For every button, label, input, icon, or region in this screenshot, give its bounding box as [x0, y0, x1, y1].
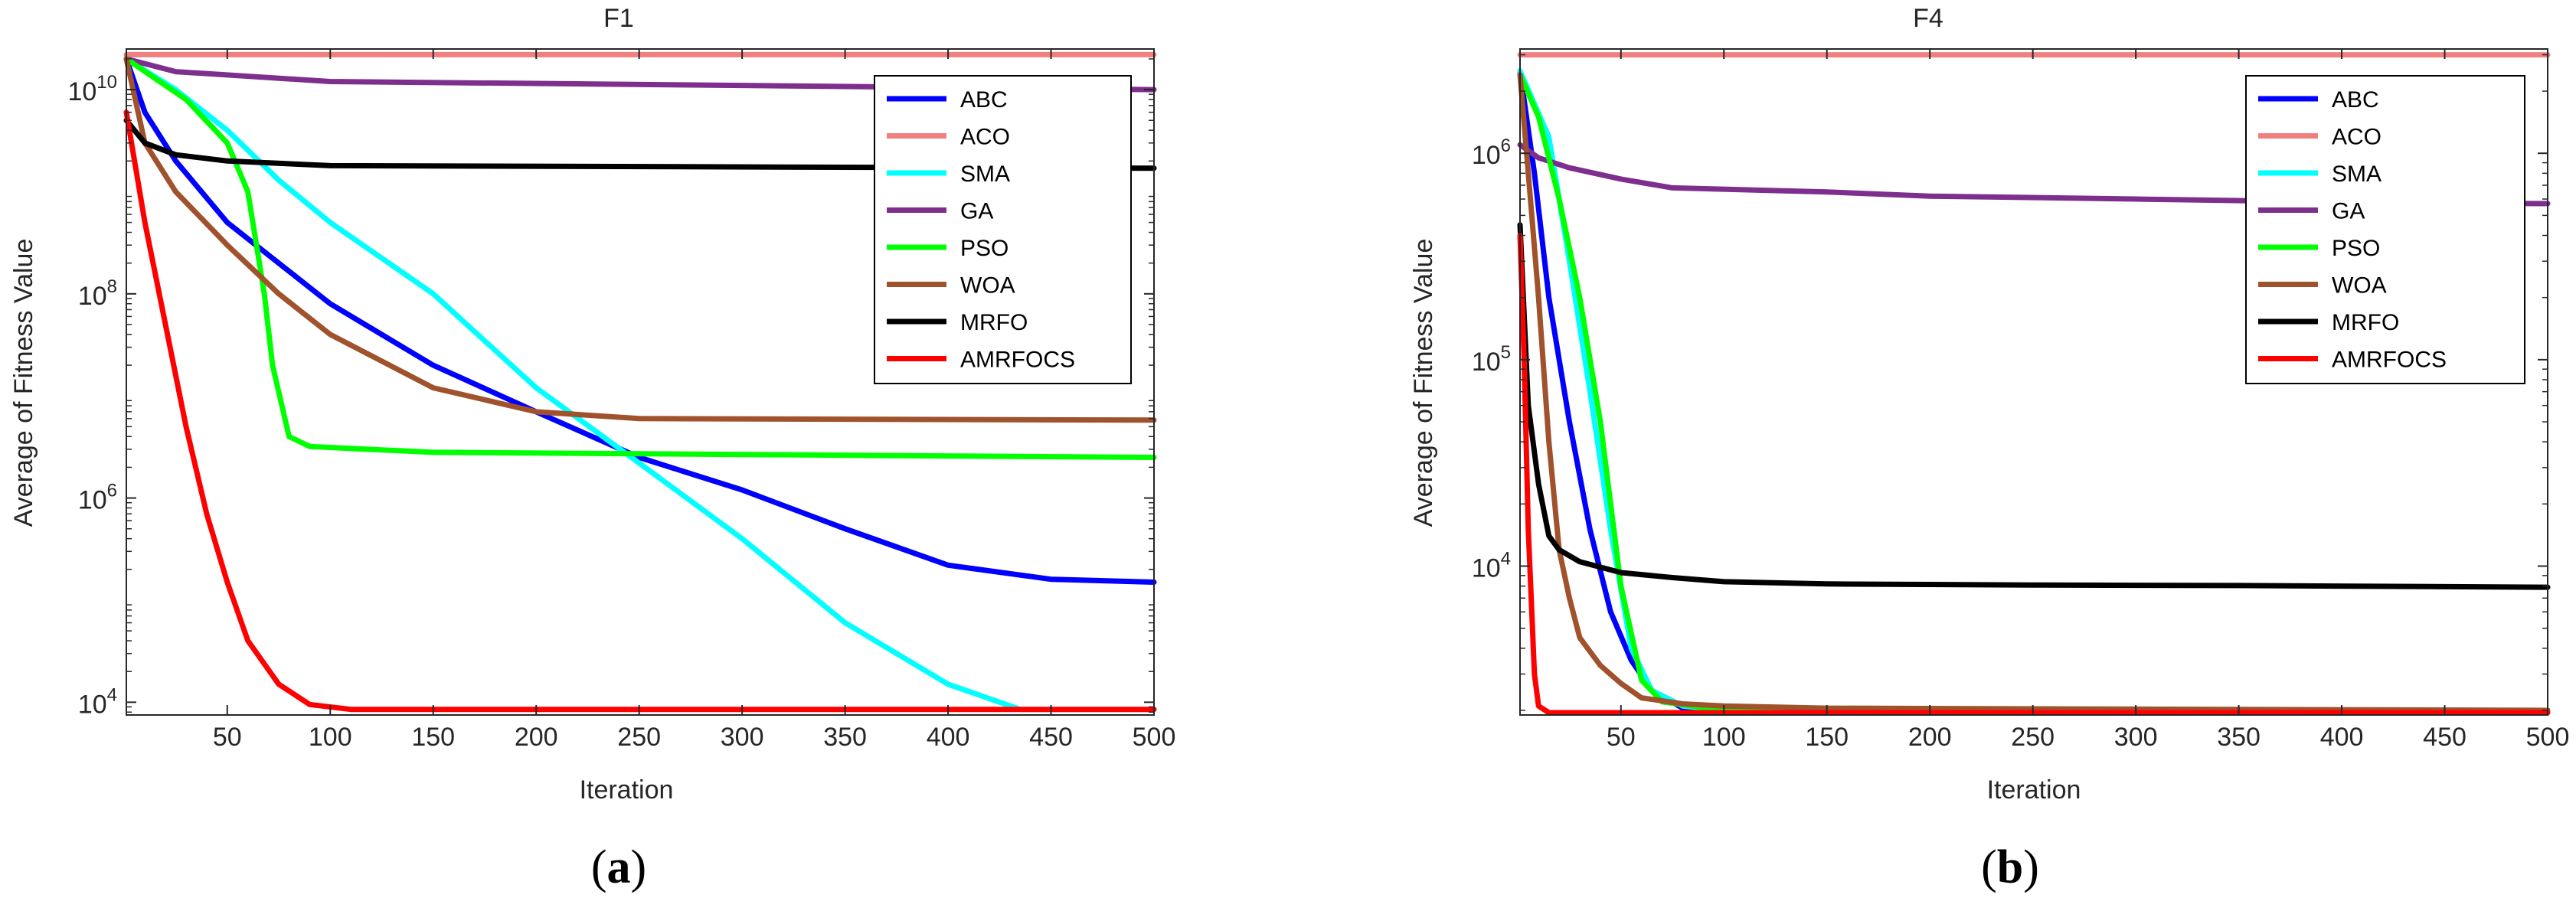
- x-tick-label: 400: [927, 723, 970, 752]
- legend-label-pso: PSO: [2332, 236, 2380, 261]
- ticks-layer: 50 100 150 200 250 300 350 400 450 500 104 105 106: [1472, 49, 2570, 752]
- x-tick-label: 300: [2114, 723, 2158, 752]
- legend-label-amrfocs: AMRFOCS: [2332, 348, 2447, 373]
- legend-box: [874, 75, 1132, 384]
- legend-label-woa: WOA: [960, 273, 1015, 299]
- x-tick-label: 350: [823, 723, 867, 752]
- series-line-sma: [123, 56, 1157, 713]
- panel-caption: (b): [1981, 841, 2039, 893]
- series-line-pso: [123, 56, 1157, 460]
- plot-area: 50 100 150 200 250 300 350 400 450 500 104 105 106 A…: [1472, 48, 2570, 752]
- y-tick-label: 1010: [67, 72, 117, 106]
- legend-label-amrfocs: AMRFOCS: [960, 348, 1075, 373]
- x-tick-label: 500: [2526, 723, 2570, 752]
- x-tick-label: 450: [1029, 723, 1073, 752]
- legend-label-mrfo: MRFO: [960, 310, 1028, 335]
- legend-label-abc: ABC: [960, 87, 1008, 113]
- legend-label-ga: GA: [2332, 199, 2365, 224]
- legend-label-sma: SMA: [2332, 162, 2381, 187]
- y-tick-label: 108: [78, 276, 117, 311]
- caption-letter: a: [607, 841, 631, 893]
- x-tick-label: 500: [1133, 723, 1176, 752]
- series-line-woa: [1517, 72, 2551, 713]
- x-tick-label: 350: [2217, 723, 2261, 752]
- x-tick-label: 450: [2423, 723, 2466, 752]
- legend-box: [2245, 75, 2525, 384]
- series-line-abc: [123, 56, 1157, 585]
- caption-close-paren: ): [631, 841, 647, 893]
- legend-label-sma: SMA: [960, 162, 1010, 187]
- x-axis-label: Iteration: [1987, 775, 2081, 805]
- x-tick-label: 50: [213, 723, 242, 752]
- x-tick-label: 300: [721, 723, 764, 752]
- y-axis-label: Average of Fitness Value: [1409, 239, 1438, 527]
- caption-open-paren: (: [1981, 841, 1997, 893]
- x-tick-label: 50: [1607, 723, 1636, 752]
- y-tick-label: 104: [1472, 549, 1511, 583]
- legend: ABC ACO SMA GA PSO WOA MRFO AMRFOCS: [874, 75, 1132, 384]
- x-tick-label: 100: [309, 723, 352, 752]
- caption-letter: b: [1997, 841, 2023, 893]
- x-tick-label: 200: [1908, 723, 1952, 752]
- y-tick-label: 104: [78, 684, 117, 719]
- series-line-mrfo: [1517, 222, 2551, 590]
- axes-box: [1519, 48, 2548, 716]
- x-tick-label: 150: [1805, 723, 1849, 752]
- y-tick-label: 105: [1472, 342, 1511, 377]
- legend-label-abc: ABC: [2332, 87, 2379, 113]
- x-tick-label: 250: [617, 723, 661, 752]
- x-tick-label: 200: [515, 723, 558, 752]
- series-line-ga: [1517, 142, 2551, 207]
- x-tick-label: 250: [2011, 723, 2055, 752]
- legend-label-pso: PSO: [960, 236, 1008, 261]
- caption-close-paren: ): [2023, 841, 2039, 893]
- series-line-mrfo: [123, 117, 1157, 171]
- ticks-layer: 50 100 150 200 250 300 350 400 450 500 104 106 108 10…: [67, 49, 1175, 752]
- x-axis-label: Iteration: [580, 775, 674, 805]
- legend-label-aco: ACO: [2332, 125, 2381, 150]
- panel-caption: (a): [591, 841, 646, 893]
- y-tick-label: 106: [1472, 135, 1511, 170]
- y-axis-label: Average of Fitness Value: [9, 239, 38, 527]
- y-tick-label: 106: [78, 481, 117, 515]
- legend: ABC ACO SMA GA PSO WOA MRFO AMRFOCS: [2245, 75, 2525, 384]
- caption-open-paren: (: [591, 841, 607, 893]
- chart-panel-f1: F1 50 100 150 200 250 300 350 400 450 500 104 106 10…: [9, 4, 1175, 893]
- legend-label-aco: ACO: [960, 125, 1010, 150]
- legend-label-ga: GA: [960, 199, 993, 224]
- chart-title: F4: [1913, 4, 1943, 33]
- axes-box: [126, 48, 1155, 716]
- chart-title: F1: [603, 4, 634, 33]
- chart-panel-f4: F4 50 100 150 200 250 300 350 400 450 500 104 105 10…: [1409, 4, 2569, 893]
- series-line-amrfocs: [123, 109, 1157, 713]
- legend-items: ABC ACO SMA GA PSO WOA MRFO AMRFOCS: [2258, 87, 2447, 373]
- legend-label-woa: WOA: [2332, 273, 2387, 299]
- x-tick-label: 100: [1702, 723, 1746, 752]
- plot-area: 50 100 150 200 250 300 350 400 450 500 104 106 108 10…: [67, 48, 1175, 752]
- legend-label-mrfo: MRFO: [2332, 310, 2399, 335]
- series-line-woa: [123, 56, 1157, 423]
- x-tick-label: 150: [411, 723, 455, 752]
- legend-items: ABC ACO SMA GA PSO WOA MRFO AMRFOCS: [887, 87, 1075, 373]
- x-tick-label: 400: [2320, 723, 2364, 752]
